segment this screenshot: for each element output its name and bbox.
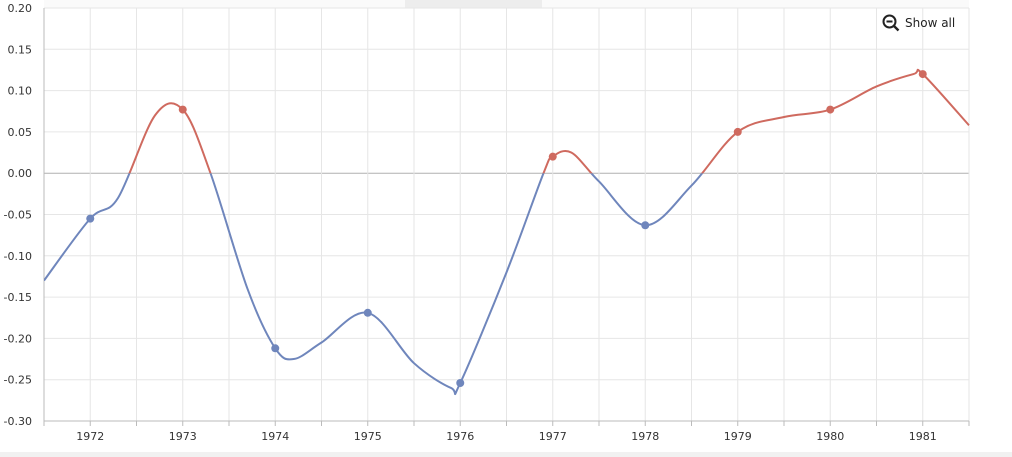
x-tick-label: 1973 bbox=[169, 430, 197, 443]
axes bbox=[43, 8, 970, 426]
y-tick-label: -0.30 bbox=[4, 415, 32, 428]
x-tick-label: 1979 bbox=[724, 430, 752, 443]
y-tick-label: -0.10 bbox=[4, 250, 32, 263]
x-tick-label: 1975 bbox=[354, 430, 382, 443]
x-tick-label: 1972 bbox=[76, 430, 104, 443]
y-tick-label: -0.20 bbox=[4, 332, 32, 345]
y-tick-label: -0.15 bbox=[4, 291, 32, 304]
x-tick-label: 1974 bbox=[261, 430, 289, 443]
y-tick-label: 0.15 bbox=[8, 43, 33, 56]
data-point-marker[interactable] bbox=[641, 221, 650, 230]
tick-labels: 0.20 0.15 0.10 0.05 0.00 -0.05 -0.10 -0.15 -0.20… bbox=[4, 2, 937, 443]
x-tick-label: 1981 bbox=[909, 430, 937, 443]
data-point-marker[interactable] bbox=[548, 152, 557, 161]
x-tick-label: 1976 bbox=[446, 430, 474, 443]
navigator-strip bbox=[44, 0, 969, 8]
show-all-button[interactable]: Show all bbox=[882, 12, 955, 34]
x-tick-label: 1980 bbox=[816, 430, 844, 443]
zoom-out-icon bbox=[882, 14, 900, 32]
x-tick-label: 1977 bbox=[539, 430, 567, 443]
y-tick-label: -0.05 bbox=[4, 209, 32, 222]
y-tick-label: 0.00 bbox=[8, 167, 33, 180]
data-point-marker[interactable] bbox=[733, 127, 742, 136]
bottom-scroll-strip[interactable] bbox=[0, 452, 1012, 457]
data-point-marker[interactable] bbox=[826, 105, 835, 114]
data-point-marker[interactable] bbox=[271, 344, 280, 353]
series-line-negative bbox=[44, 173, 704, 395]
y-tick-label: 0.10 bbox=[8, 85, 33, 98]
y-tick-label: -0.25 bbox=[4, 374, 32, 387]
y-tick-label: 0.05 bbox=[8, 126, 33, 139]
markers[interactable] bbox=[86, 70, 927, 388]
x-tick-label: 1978 bbox=[631, 430, 659, 443]
data-point-marker[interactable] bbox=[918, 70, 927, 79]
data-point-marker[interactable] bbox=[178, 105, 187, 114]
series-line bbox=[44, 68, 970, 395]
show-all-label: Show all bbox=[905, 16, 956, 30]
data-point-marker[interactable] bbox=[363, 308, 372, 317]
data-point-marker[interactable] bbox=[456, 379, 465, 388]
navigator-window[interactable] bbox=[405, 0, 542, 8]
data-point-marker[interactable] bbox=[86, 214, 95, 223]
y-tick-label: 0.20 bbox=[8, 2, 33, 15]
gridlines bbox=[43, 7, 970, 422]
series-line-positive bbox=[128, 68, 970, 174]
